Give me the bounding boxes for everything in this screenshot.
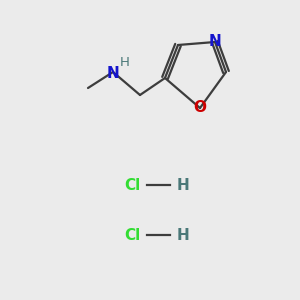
Text: O: O [194, 100, 206, 116]
Text: H: H [120, 56, 130, 68]
Text: N: N [208, 34, 221, 50]
Text: N: N [106, 67, 119, 82]
Text: Cl: Cl [124, 227, 140, 242]
Text: H: H [177, 227, 189, 242]
Text: Cl: Cl [124, 178, 140, 193]
Text: H: H [177, 178, 189, 193]
